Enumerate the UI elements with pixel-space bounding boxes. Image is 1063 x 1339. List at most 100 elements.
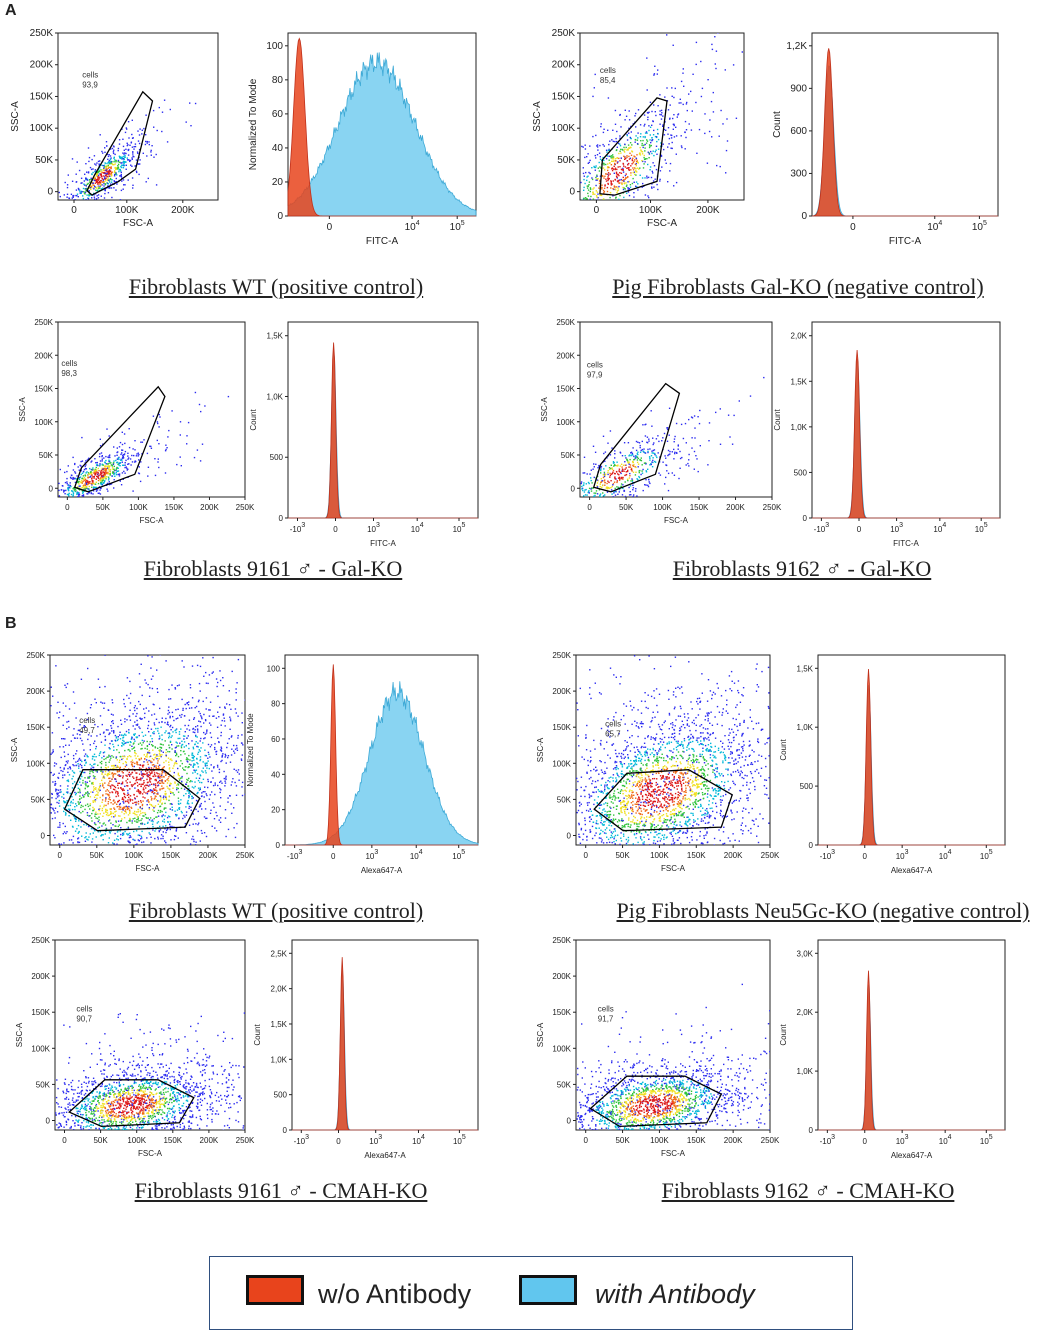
- y-tick-label: 2,0K: [797, 1008, 814, 1017]
- x-tick-label: 0: [71, 205, 77, 216]
- x-tick-label: 100K: [653, 503, 672, 512]
- scatter-frame: [57, 321, 246, 498]
- y-tick-label: 2,0K: [791, 332, 808, 341]
- x-tick-label: 0: [336, 1137, 341, 1146]
- x-tick-label: 50K: [93, 1136, 108, 1145]
- x-tick-label: -103: [820, 849, 836, 861]
- y-tick-label: 150K: [552, 1008, 571, 1017]
- x-axis-label: FSC-A: [136, 864, 161, 873]
- y-tick-label: 200K: [30, 60, 54, 71]
- gate-value: 49,7: [79, 726, 95, 735]
- scatter-points: [55, 1012, 245, 1130]
- y-tick-label: 40: [271, 770, 280, 779]
- y-tick-label: 200K: [552, 60, 576, 71]
- x-tick-label: 100K: [650, 851, 669, 860]
- histogram-series-with-antibody: [818, 984, 1005, 1131]
- histogram-frame: [291, 939, 479, 1131]
- histogram-series-with-antibody: [811, 65, 998, 217]
- x-tick-label: -103: [814, 522, 830, 534]
- x-tick-label: 103: [369, 1134, 382, 1146]
- gate-polygon: [589, 1075, 723, 1128]
- y-tick-label: 0: [47, 187, 53, 198]
- x-tick-label: 150K: [163, 1136, 182, 1145]
- y-tick-label: 0: [803, 514, 808, 523]
- scatter-points: [576, 983, 770, 1130]
- x-tick-label: 100K: [129, 503, 148, 512]
- legend-swatch-with-antibody: [519, 1275, 577, 1305]
- x-tick-label: 104: [411, 522, 424, 534]
- histogram-7: -103 0 103 104 105 0 1,0K 2,0K 3,0K Alexa647-A Cou…: [779, 939, 1006, 1160]
- caption-b-9162: Fibroblasts 9162 ♂ - CMAH-KO: [661, 1178, 955, 1203]
- y-tick-label: 0: [567, 1117, 572, 1126]
- gate-polygon: [592, 382, 681, 493]
- histogram-6: -103 0 103 104 105 0 500 1,0K 1,5K 2,0K 2,5K Alexa6…: [253, 939, 479, 1160]
- x-tick-label: 100K: [639, 205, 663, 216]
- x-tick-label: 250K: [236, 1136, 255, 1145]
- y-tick-label: 50K: [31, 795, 46, 804]
- legend: w/o Antibody with Antibody: [209, 1256, 853, 1330]
- x-tick-label: 0: [863, 1137, 868, 1146]
- y-tick-label: 2,0K: [271, 985, 288, 994]
- y-axis-label: Count: [773, 409, 782, 431]
- y-axis-label: SSC-A: [536, 1022, 545, 1047]
- scatter-points: [50, 655, 245, 845]
- y-tick-label: 250K: [26, 651, 45, 660]
- y-tick-label: 80: [271, 700, 280, 709]
- y-tick-label: 100K: [31, 1044, 50, 1053]
- y-tick-label: 100K: [30, 123, 54, 134]
- x-axis-label: FITC-A: [366, 236, 399, 247]
- x-axis-label: FITC-A: [370, 539, 396, 548]
- x-tick-label: 0: [583, 851, 588, 860]
- histogram-series-no-antibody: [818, 970, 1005, 1131]
- scatter-frame: [57, 32, 219, 201]
- x-tick-label: 105: [972, 220, 987, 233]
- gate-label: cells: [605, 720, 621, 729]
- y-tick-label: 300: [790, 168, 807, 179]
- histogram-1: 0 104 105 0 300 600 900 1,2K FITC-A Count: [772, 32, 999, 247]
- x-tick-label: 50K: [615, 851, 630, 860]
- y-tick-label: 100K: [552, 1044, 571, 1053]
- y-tick-label: 250K: [30, 28, 54, 39]
- x-axis-label: Alexa647-A: [364, 1151, 406, 1160]
- y-tick-label: 0: [46, 1117, 51, 1126]
- histogram-0: 0 104 105 0 20 40 60 80 100 FITC-A Normalized To M…: [248, 32, 477, 247]
- y-tick-label: 100: [266, 41, 283, 52]
- x-tick-label: 100K: [125, 851, 144, 860]
- panel-letter-b: B: [5, 615, 17, 632]
- y-tick-label: 150K: [30, 91, 54, 102]
- scatter-points: [580, 33, 743, 200]
- x-tick-label: -103: [820, 1134, 836, 1146]
- x-axis-label: FSC-A: [123, 218, 153, 229]
- x-tick-label: 103: [896, 849, 909, 861]
- y-tick-label: 0: [279, 514, 284, 523]
- x-tick-label: 200K: [199, 851, 218, 860]
- x-tick-label: 0: [327, 222, 333, 233]
- x-tick-label: 0: [857, 525, 862, 534]
- gate-value: 65,7: [605, 730, 621, 739]
- y-tick-label: 0: [49, 484, 54, 493]
- y-tick-label: 60: [271, 735, 280, 744]
- x-tick-label: 105: [453, 522, 466, 534]
- legend-swatch-no-antibody: [246, 1275, 304, 1305]
- histogram-5: -103 0 103 104 105 0 500 1,0K 1,5K Alexa647-A Coun…: [779, 654, 1006, 875]
- gate-label: cells: [587, 360, 603, 369]
- y-tick-label: 900: [790, 83, 807, 94]
- scatter-frame: [575, 654, 771, 846]
- x-tick-label: 0: [594, 205, 600, 216]
- y-tick-label: 100K: [34, 418, 53, 427]
- x-axis-label: Alexa647-A: [891, 866, 933, 875]
- y-tick-label: 1,5K: [267, 332, 284, 341]
- caption-b-wt: Fibroblasts WT (positive control): [128, 898, 424, 923]
- y-axis-label: Count: [249, 409, 258, 431]
- y-tick-label: 200K: [552, 687, 571, 696]
- y-tick-label: 80: [272, 75, 284, 86]
- scatter-frame: [49, 654, 246, 846]
- x-tick-label: 105: [975, 522, 988, 534]
- y-tick-label: 0: [571, 484, 576, 493]
- x-tick-label: 0: [583, 1136, 588, 1145]
- x-tick-label: 0: [850, 222, 856, 233]
- y-tick-label: 1,5K: [791, 377, 808, 386]
